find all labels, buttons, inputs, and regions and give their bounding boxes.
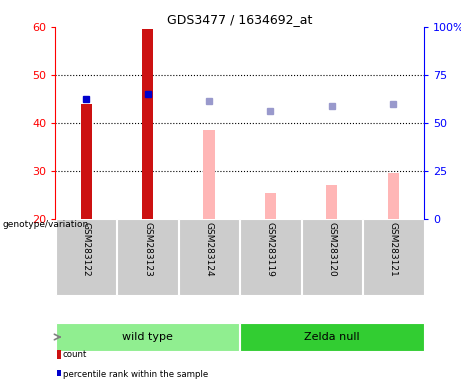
Text: Zelda null: Zelda null [304, 332, 360, 342]
FancyBboxPatch shape [56, 323, 239, 351]
Text: count: count [63, 350, 87, 359]
Bar [57, 350, 61, 359]
Bar [265, 193, 276, 219]
FancyBboxPatch shape [118, 219, 177, 295]
Text: genotype/variation: genotype/variation [2, 220, 89, 229]
FancyBboxPatch shape [363, 219, 424, 295]
Text: GSM283124: GSM283124 [205, 222, 213, 277]
Bar [142, 29, 153, 219]
Text: GSM283119: GSM283119 [266, 222, 275, 277]
FancyBboxPatch shape [302, 219, 362, 295]
FancyBboxPatch shape [56, 219, 116, 295]
Title: GDS3477 / 1634692_at: GDS3477 / 1634692_at [167, 13, 313, 26]
FancyBboxPatch shape [240, 323, 424, 351]
Text: GSM283121: GSM283121 [389, 222, 398, 277]
Text: wild type: wild type [122, 332, 173, 342]
Bar [388, 174, 399, 219]
Text: GSM283122: GSM283122 [82, 222, 90, 277]
Text: GSM283123: GSM283123 [143, 222, 152, 277]
Text: GSM283120: GSM283120 [327, 222, 337, 277]
Bar [81, 104, 92, 219]
Text: percentile rank within the sample: percentile rank within the sample [63, 370, 208, 379]
FancyBboxPatch shape [240, 219, 301, 295]
Bar [57, 371, 61, 379]
Bar [203, 130, 214, 219]
FancyBboxPatch shape [179, 219, 239, 295]
Bar [326, 185, 337, 219]
